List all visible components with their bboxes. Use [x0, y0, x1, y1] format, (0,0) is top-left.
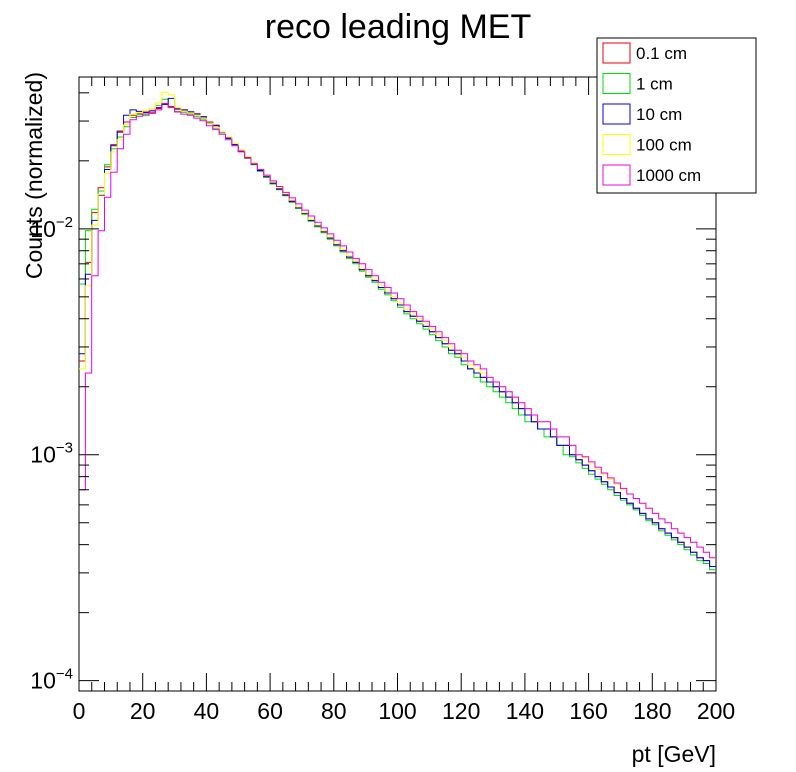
x-tick-label: 200: [697, 698, 735, 724]
legend-label: 100 cm: [636, 136, 692, 155]
x-axis-ticks: 0 20 40 60 80 100 120 140 160 180 200: [73, 77, 735, 724]
legend-box: [596, 37, 757, 194]
series-line-100-cm: [79, 91, 716, 559]
legend-swatch: [602, 73, 631, 94]
legend-label: 1000 cm: [636, 166, 701, 185]
series-group: [79, 91, 716, 571]
x-tick-label: 160: [569, 698, 607, 724]
legend-label: 1 cm: [636, 75, 673, 94]
legend-label: 0.1 cm: [636, 44, 687, 63]
x-tick-label: 180: [633, 698, 671, 724]
series-line-1000-cm: [79, 103, 716, 559]
x-tick-label: 100: [378, 698, 416, 724]
legend-label: 10 cm: [636, 105, 682, 124]
y-axis-ticks: 10−4 10−3 10−2: [30, 92, 716, 694]
series-line-10-cm: [79, 97, 716, 567]
x-tick-label: 20: [130, 698, 156, 724]
y-axis-label: Counts (normalized): [21, 72, 47, 279]
x-tick-label: 0: [73, 698, 86, 724]
x-tick-label: 140: [506, 698, 544, 724]
x-tick-label: 120: [442, 698, 480, 724]
x-axis-label: pt [GeV]: [632, 741, 716, 767]
x-tick-label: 80: [321, 698, 347, 724]
legend-swatch: [602, 103, 631, 125]
y-tick-label: 10−3: [30, 440, 73, 468]
series-line-1-cm: [79, 98, 716, 571]
y-tick-label: 10−2: [30, 214, 73, 242]
x-tick-label: 40: [194, 698, 220, 724]
x-tick-label: 60: [257, 698, 283, 724]
chart-title: reco leading MET: [265, 8, 531, 46]
legend: 0.1 cm 1 cm 10 cm 100 cm 1000 cm: [596, 37, 757, 194]
legend-swatch: [602, 134, 631, 155]
y-tick-label: 10−4: [30, 666, 73, 694]
legend-swatch: [602, 164, 631, 186]
legend-swatch: [602, 42, 631, 64]
